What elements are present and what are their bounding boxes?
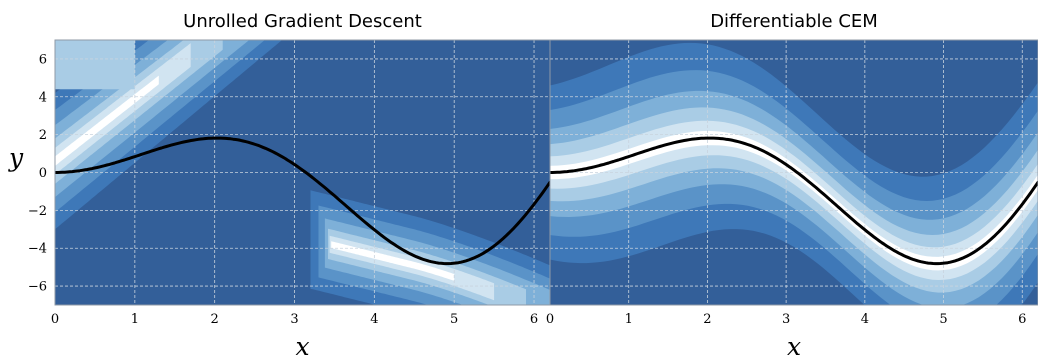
y-tick-label: −4 <box>28 242 47 257</box>
y-tick-label: 0 <box>39 166 47 181</box>
chart-title: Unrolled Gradient Descent <box>183 11 422 32</box>
ridge-level-3 <box>55 40 250 198</box>
x-tick-label: 2 <box>211 312 219 327</box>
grid <box>55 40 550 305</box>
x-tick-label: 1 <box>625 312 633 327</box>
contour-level-5 <box>550 120 1038 280</box>
x-tick-label: 4 <box>861 312 869 327</box>
contour-area <box>550 40 1038 305</box>
x-tick-label: 3 <box>782 312 790 327</box>
x-axis-label: x <box>295 332 309 361</box>
curve-x-sin-x <box>550 136 1038 266</box>
contour-area <box>55 40 550 305</box>
x-axis-label: x <box>787 332 801 361</box>
x-tick-label: 4 <box>370 312 378 327</box>
ridge-level-6 <box>55 75 159 166</box>
ridge-level-4 <box>55 40 223 184</box>
y-tick-label: −6 <box>28 280 47 295</box>
y-axis-label: y <box>8 143 24 172</box>
y-tick-label: −2 <box>28 204 47 219</box>
panel-2: Differentiable CEM 0 1 2 3 4 5 6 x <box>546 11 1038 361</box>
streak-level-6 <box>331 241 455 281</box>
corner-level <box>55 40 135 90</box>
y-tick-label: 4 <box>39 90 47 105</box>
x-tick-label: 5 <box>450 312 458 327</box>
x-tick-label: 1 <box>131 312 139 327</box>
y-tick-label: 6 <box>39 52 47 67</box>
x-tick-label: 5 <box>939 312 947 327</box>
chart-title: Differentiable CEM <box>710 11 878 32</box>
x-tick-label: 3 <box>290 312 298 327</box>
y-tick-label: 2 <box>39 128 47 143</box>
x-tick-label: 6 <box>1018 312 1026 327</box>
grid <box>550 40 1038 305</box>
x-tick-label: 0 <box>546 312 554 327</box>
x-tick-label: 6 <box>530 312 538 327</box>
panel-1: Unrolled Gradient Descent 0 1 2 3 4 5 6 −6 −4 −2 0 2… <box>8 11 551 361</box>
curve-x-sin-x <box>55 136 550 266</box>
x-tick-label: 0 <box>51 312 59 327</box>
axes-frame <box>549 39 1038 306</box>
x-tick-label: 2 <box>703 312 711 327</box>
